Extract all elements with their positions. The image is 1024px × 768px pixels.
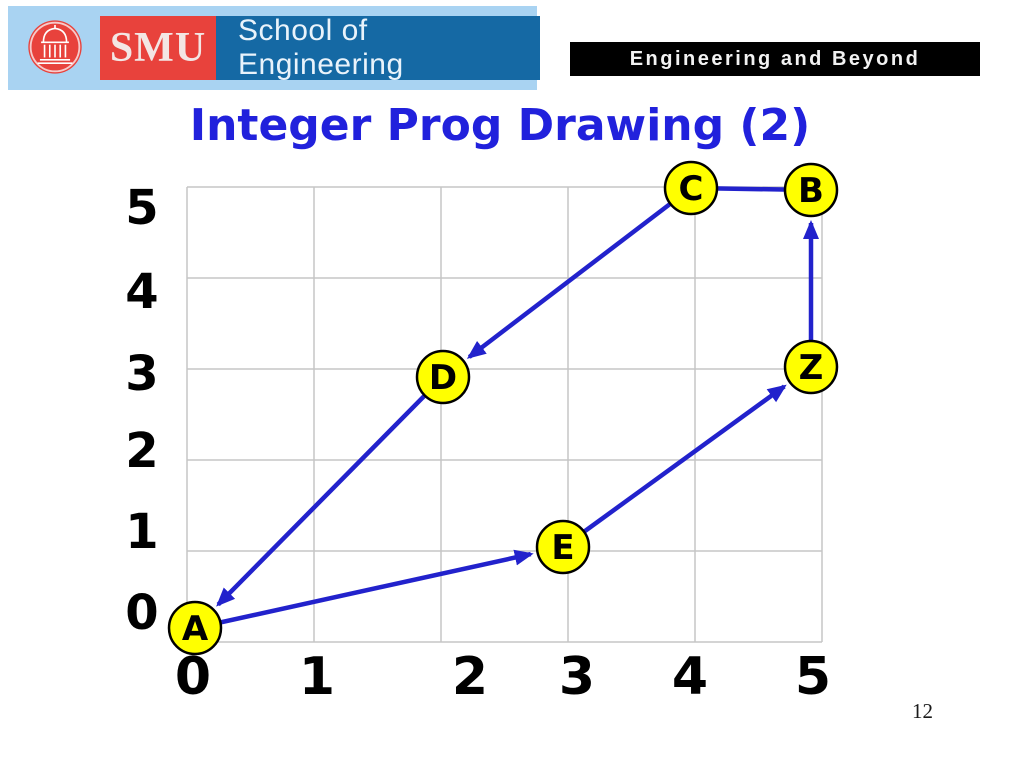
smu-logo-block: SMU [100, 16, 216, 80]
node-a-label: A [182, 609, 209, 649]
y-axis-tick-4: 4 [125, 264, 158, 320]
node-z [783, 339, 839, 395]
y-axis-tick-2: 2 [125, 423, 158, 479]
edge-a-e [194, 549, 534, 631]
node-d [415, 349, 471, 405]
node-e-label: E [551, 528, 574, 568]
edge-c-d [466, 186, 693, 359]
x-axis-tick-2: 2 [452, 647, 488, 707]
x-axis-tick-4: 4 [672, 647, 708, 707]
y-axis-tick-5: 5 [125, 180, 158, 236]
x-axis-tick-3: 3 [559, 647, 595, 707]
page-title: Integer Prog Drawing (2) [189, 100, 811, 151]
y-axis-tick-3: 3 [125, 346, 158, 402]
y-axis-tick-1: 1 [125, 504, 158, 560]
node-b [783, 162, 839, 218]
x-axis-tick-1: 1 [299, 647, 335, 707]
school-block: School of Engineering [216, 14, 540, 81]
x-axis-tick-0: 0 [175, 647, 211, 707]
node-c-label: C [679, 169, 704, 209]
edge-d-a [216, 375, 445, 607]
header-banner: SMU School of Engineering [8, 6, 540, 90]
smu-label: SMU [109, 25, 207, 71]
smu-seal-icon [28, 20, 82, 74]
x-axis-tick-5: 5 [795, 647, 831, 707]
node-e [535, 519, 591, 575]
node-z-label: Z [799, 348, 824, 388]
motto-label: Engineering and Beyond [629, 47, 921, 70]
edge-e-z [561, 384, 787, 549]
school-label: School of Engineering [238, 14, 404, 81]
node-d-label: D [429, 358, 457, 398]
y-axis-tick-0: 0 [125, 585, 158, 641]
node-c [663, 160, 719, 216]
node-a [167, 600, 223, 656]
motto-banner: Engineering and Beyond [570, 42, 980, 76]
page-number: 12 [912, 699, 933, 723]
node-b-label: B [798, 171, 824, 211]
